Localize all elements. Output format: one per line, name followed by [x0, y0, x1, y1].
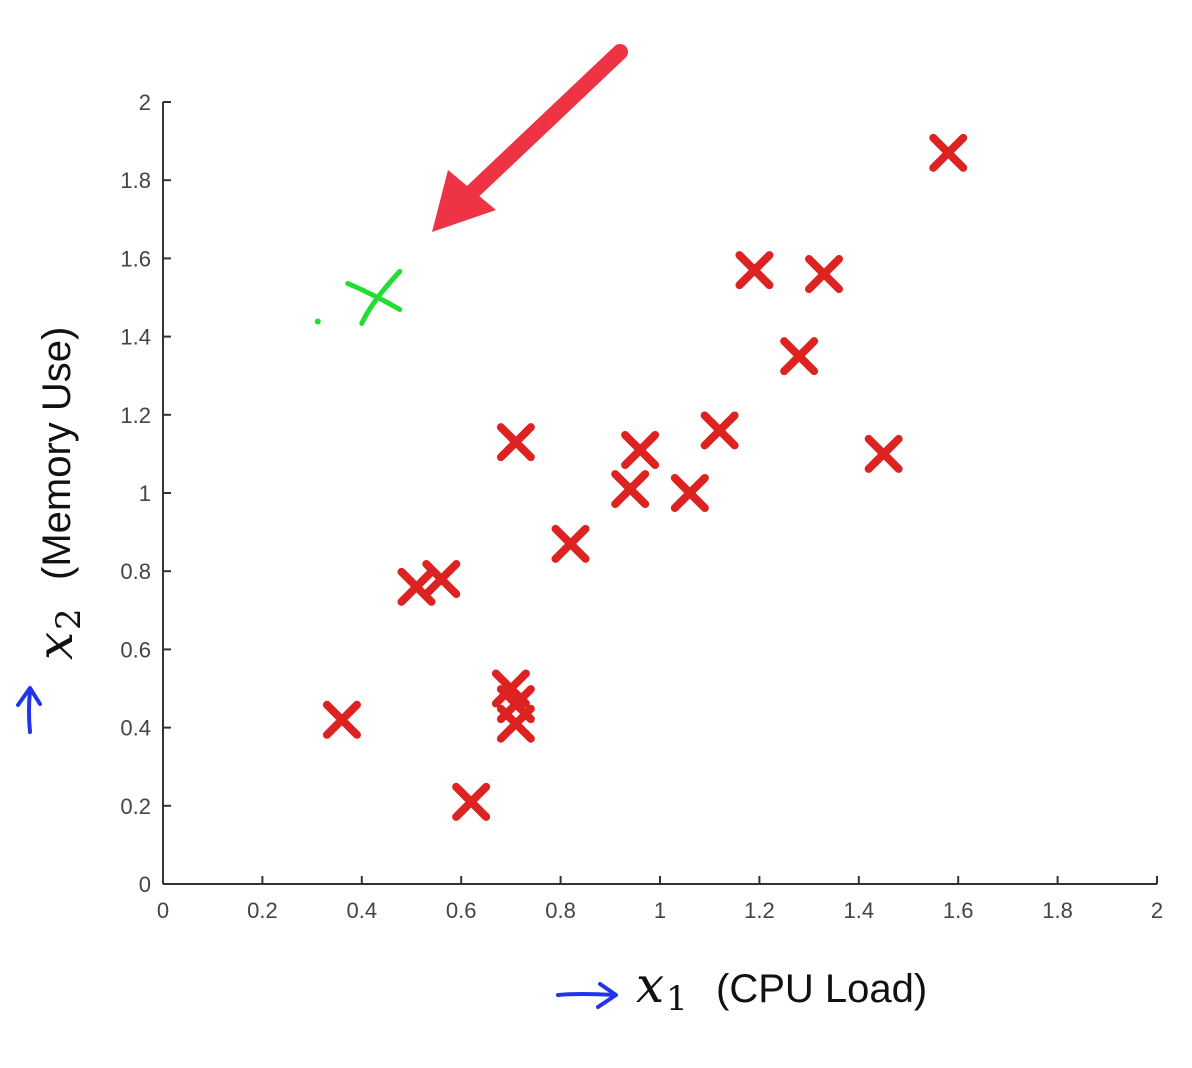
- data-point-x-marker: [864, 434, 903, 473]
- x-tick-label: 0.4: [347, 898, 378, 923]
- x-tick-label: 0: [157, 898, 169, 923]
- data-point-stroke: [805, 255, 844, 294]
- data-point-x-marker: [929, 133, 968, 172]
- x-axis-symbol: x: [636, 956, 664, 1014]
- data-point-stroke: [735, 251, 774, 290]
- data-point-x-marker: [496, 704, 535, 743]
- y-tick-label: 0: [139, 872, 151, 897]
- anomaly-dot: [314, 318, 321, 325]
- data-point-x-marker: [621, 430, 660, 469]
- y-tick-label: 1: [139, 481, 151, 506]
- data-point-stroke: [621, 430, 660, 469]
- y-tick-label: 1.4: [120, 325, 151, 350]
- data-point-x-marker: [322, 700, 361, 739]
- annotation-arrow-icon: [432, 44, 628, 232]
- y-axis-label: x 2 (Memory Use): [26, 327, 89, 660]
- anomaly-stroke: [359, 269, 403, 326]
- data-point-stroke: [551, 524, 590, 563]
- data-point-stroke: [700, 411, 739, 450]
- data-point-stroke: [491, 669, 530, 708]
- data-point-stroke: [611, 470, 650, 509]
- annotation-arrow-head: [432, 170, 496, 232]
- x-tick-label: 1.2: [744, 898, 775, 923]
- data-point-x-marker: [805, 255, 844, 294]
- y-axis-arrow-icon: [16, 686, 42, 734]
- data-point-stroke: [422, 560, 461, 599]
- y-tick-label: 1.2: [120, 403, 151, 428]
- data-point-x-marker: [422, 560, 461, 599]
- data-point-x-marker: [670, 474, 709, 512]
- data-point-stroke: [670, 474, 709, 512]
- x-tick-label: 2: [1151, 898, 1163, 923]
- data-point-stroke: [780, 337, 819, 376]
- x-tick-label: 0.8: [545, 898, 576, 923]
- y-tick-label: 0.6: [120, 637, 151, 662]
- y-tick-label: 0.2: [120, 794, 151, 819]
- data-point-stroke: [322, 700, 361, 739]
- x-tick-label: 1.4: [844, 898, 875, 923]
- data-points: [322, 133, 968, 821]
- data-point-stroke: [397, 567, 436, 606]
- x-axis-label: x 1 (CPU Load): [556, 956, 927, 1019]
- x-tick-label: 1: [654, 898, 666, 923]
- data-point-stroke: [496, 423, 535, 462]
- y-tick-label: 1.8: [120, 168, 151, 193]
- data-point-x-marker: [611, 470, 650, 509]
- data-point-stroke: [864, 434, 903, 473]
- data-point-x-marker: [496, 423, 535, 462]
- y-axis-subscript: 2: [49, 608, 89, 630]
- x-tick-label: 0.2: [247, 898, 278, 923]
- data-point-stroke: [452, 782, 491, 821]
- data-point-x-marker: [700, 411, 739, 450]
- data-point-x-marker: [735, 251, 774, 290]
- y-tick-label: 0.4: [120, 716, 151, 741]
- data-point-stroke: [496, 704, 535, 743]
- x-tick-label: 1.8: [1042, 898, 1073, 923]
- x-axis-arrow-icon: [556, 982, 618, 1009]
- x-axis-subscript: 1: [666, 979, 688, 1019]
- x-tick-label: 0.6: [446, 898, 477, 923]
- y-tick-label: 2: [139, 90, 151, 115]
- data-point-x-marker: [452, 782, 491, 821]
- annotation-arrow-shaft: [460, 44, 628, 204]
- y-tick-label: 1.6: [120, 246, 151, 271]
- x-axis-ticks: 0 0.2 0.4 0.6 0.8 1 1.2 1.4 1.6 1.8 2: [157, 876, 1163, 923]
- data-point-x-marker: [551, 524, 590, 563]
- y-axis-ticks: 0 0.2 0.4 0.6 0.8 1 1.2 1.4 1.6 1.8 2: [120, 90, 171, 897]
- data-point-stroke: [929, 133, 968, 172]
- x-axis-title: (CPU Load): [716, 967, 927, 1011]
- anomaly-stroke: [345, 281, 403, 312]
- y-axis-title: (Memory Use): [35, 327, 79, 580]
- x-tick-label: 1.6: [943, 898, 974, 923]
- data-point-x-marker: [780, 337, 819, 376]
- y-axis-symbol: x: [26, 632, 84, 660]
- plot-area: 0 0.2 0.4 0.6 0.8 1 1.2 1.4 1.6 1.8 2 0 0.2 0.4 0.6 0.…: [120, 90, 1163, 923]
- y-tick-label: 0.8: [120, 559, 151, 584]
- anomaly-marker: [314, 269, 403, 326]
